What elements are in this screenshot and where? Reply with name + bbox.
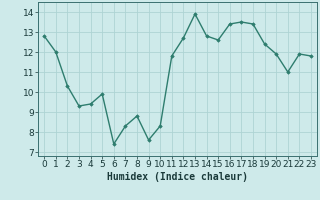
X-axis label: Humidex (Indice chaleur): Humidex (Indice chaleur) [107, 172, 248, 182]
